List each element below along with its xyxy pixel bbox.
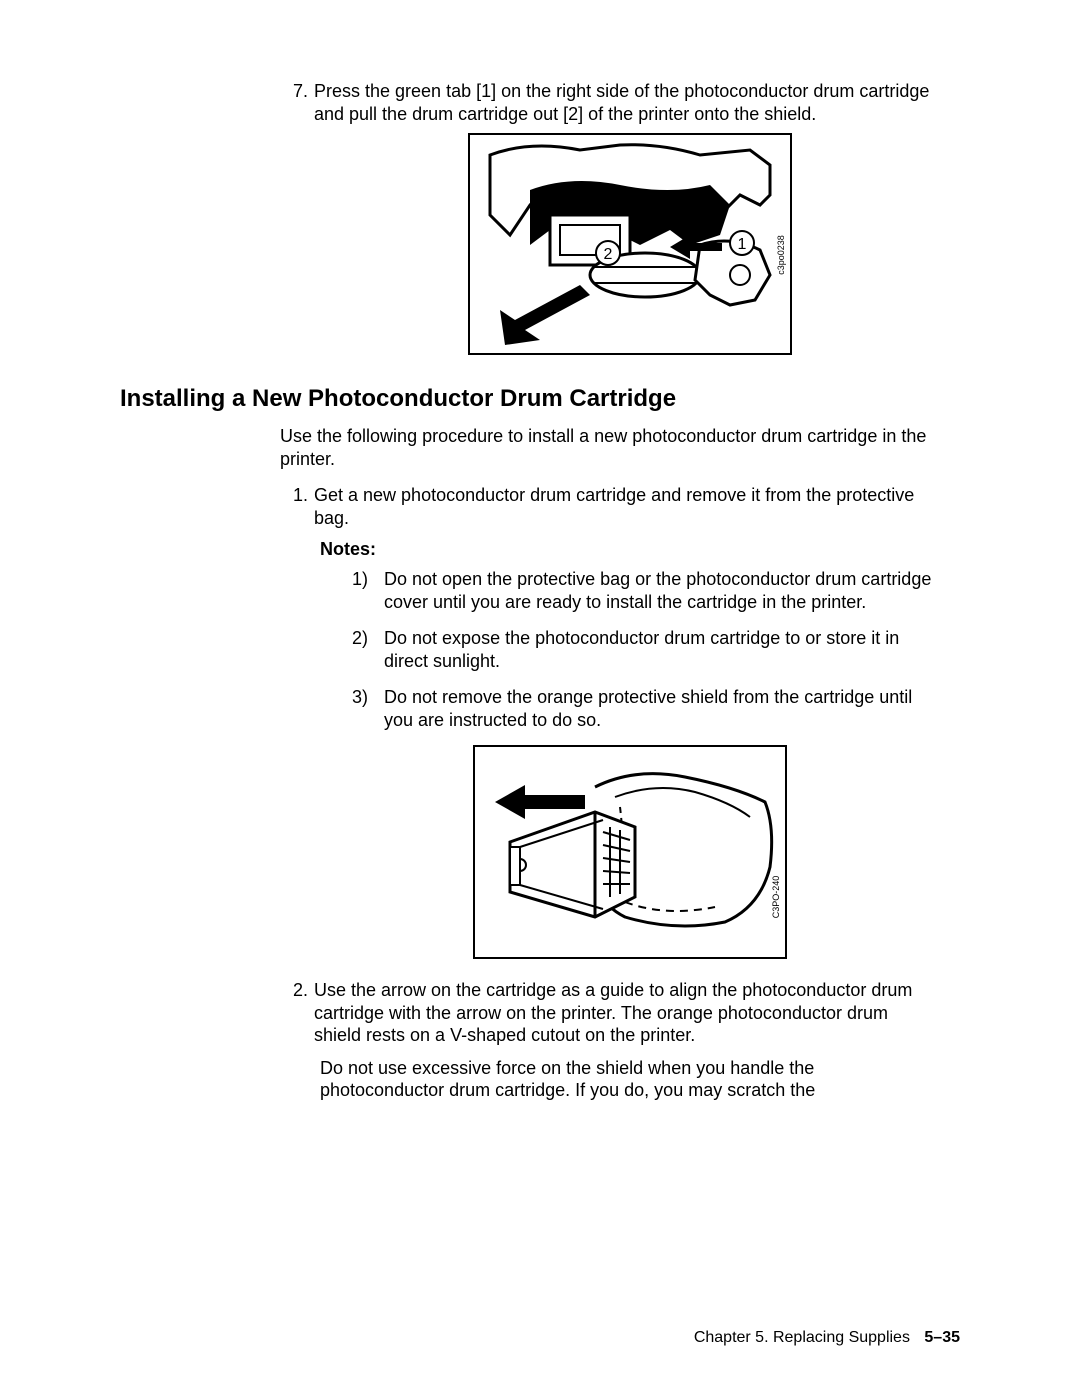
step-text: Use the arrow on the cartridge as a guid… xyxy=(314,979,940,1047)
figure-1: 1 2 c3po0238 xyxy=(468,133,792,355)
step-7: 7. Press the green tab [1] on the right … xyxy=(280,80,940,125)
note-number: 2) xyxy=(352,627,378,650)
note-number: 1) xyxy=(352,568,378,591)
section-heading: Installing a New Photoconductor Drum Car… xyxy=(120,385,980,413)
list-item: 7. Press the green tab [1] on the right … xyxy=(280,80,940,125)
step-text: Press the green tab [1] on the right sid… xyxy=(314,80,940,125)
callout-1: 1 xyxy=(738,236,747,253)
step-1: 1. Get a new photoconductor drum cartrid… xyxy=(280,484,940,529)
figure-1-wrap: 1 2 c3po0238 xyxy=(280,133,980,355)
list-item: 1) Do not open the protective bag or the… xyxy=(352,568,940,613)
note-number: 3) xyxy=(352,686,378,709)
figure-2: C3PO-240 xyxy=(473,745,787,959)
page-number: 5–35 xyxy=(924,1329,960,1346)
figure-code: c3po0238 xyxy=(776,235,786,275)
figure-code: C3PO-240 xyxy=(771,876,781,919)
list-item: 1. Get a new photoconductor drum cartrid… xyxy=(280,484,940,529)
manual-page: 7. Press the green tab [1] on the right … xyxy=(0,0,1080,1397)
chapter-label: Chapter 5. Replacing Supplies xyxy=(694,1329,910,1346)
notes-label: Notes: xyxy=(320,539,980,560)
list-item: 2) Do not expose the photoconductor drum… xyxy=(352,627,940,672)
step-text: Get a new photoconductor drum cartridge … xyxy=(314,484,940,529)
step-number: 2. xyxy=(280,979,308,1002)
callout-2: 2 xyxy=(604,246,613,263)
step-number: 1. xyxy=(280,484,308,507)
step-number: 7. xyxy=(280,80,308,103)
step-2: 2. Use the arrow on the cartridge as a g… xyxy=(280,979,940,1047)
note-text: Do not remove the orange protective shie… xyxy=(384,686,940,731)
page-footer: Chapter 5. Replacing Supplies 5–35 xyxy=(694,1329,960,1347)
intro-text: Use the following procedure to install a… xyxy=(280,425,940,470)
list-item: 3) Do not remove the orange protective s… xyxy=(352,686,940,731)
step-2-continuation: Do not use excessive force on the shield… xyxy=(320,1057,940,1102)
note-text: Do not expose the photoconductor drum ca… xyxy=(384,627,940,672)
figure-2-wrap: C3PO-240 xyxy=(280,745,980,959)
list-item: 2. Use the arrow on the cartridge as a g… xyxy=(280,979,940,1047)
notes-list: 1) Do not open the protective bag or the… xyxy=(352,568,940,731)
note-text: Do not open the protective bag or the ph… xyxy=(384,568,940,613)
